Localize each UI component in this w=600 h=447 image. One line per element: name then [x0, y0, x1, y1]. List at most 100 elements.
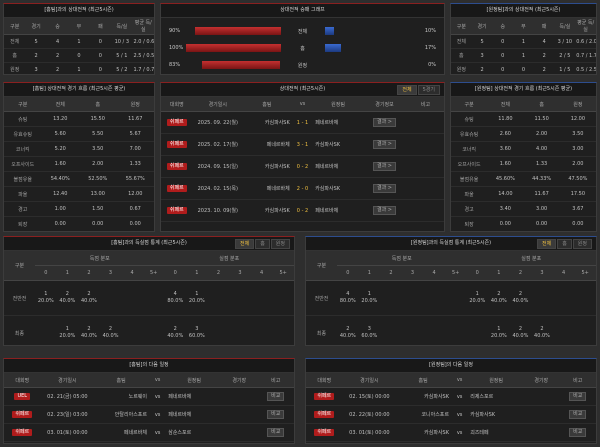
cell	[380, 280, 402, 316]
cell	[272, 280, 294, 316]
percent: 60.0%	[188, 333, 205, 339]
percent: 40.0%	[81, 298, 97, 304]
graph: 90% 전체 10% 100% 홈 17% 83% 원정 0%	[161, 18, 444, 74]
league-badge: 쉬페르	[166, 185, 187, 192]
panel: [원정팀]의 다음 일정 대회명 경기일시 홈팀 vs 원정팀 경기장 비고 쉬페르 02. 15…	[305, 358, 597, 444]
cell: 전체	[4, 34, 26, 49]
cell: 3 60.0%	[358, 315, 381, 345]
cell: 4 80.0%	[164, 280, 187, 316]
cell: 4.00	[523, 141, 560, 157]
compare-button[interactable]: 비교	[267, 392, 285, 401]
cell	[401, 315, 424, 345]
header-cell: 원정팀	[469, 373, 523, 388]
cell: 5 / 2	[111, 62, 133, 74]
cell: 2.00	[559, 156, 596, 172]
header-row: 구분 전체 홈 원정	[451, 97, 596, 112]
tab[interactable]: 전체	[536, 239, 557, 249]
row: 쉬페르 03. 01(토) 00:00 페네르바체 vs 삼순스포르 비교	[4, 423, 294, 442]
cell: 13.00	[79, 186, 117, 202]
percent: 80.0%	[339, 298, 356, 304]
cell: 3 / 10	[554, 34, 576, 49]
bin-header: 0	[35, 265, 57, 281]
thead: 구분 경기 승 무 패 득/실 평균 득/실	[4, 18, 154, 35]
cell: 원정	[451, 62, 472, 74]
cell: 쉬페르	[161, 199, 193, 222]
cell	[444, 280, 467, 316]
thead: 구분 전체 홈 원정	[451, 97, 596, 112]
row: 퇴장 0.00 0.00 0.00	[451, 216, 596, 231]
title-text: [홈팀] 상대전적 경기 흐름 (최근5시즌 평균)	[32, 86, 126, 92]
cell: 볼점유율	[4, 171, 42, 187]
cell: 유효슈팅	[451, 126, 488, 142]
row: 쉬페르 03. 01(토) 00:00 카심파사SK vs 괴즈테페 비교	[306, 423, 596, 442]
header-cell: 경기장	[522, 373, 560, 388]
cell: 1 20.0%	[488, 315, 510, 345]
home-bar	[201, 61, 281, 69]
away-team: 카심파사SK	[469, 405, 523, 424]
header-row: 0 1 2 3 4 5+ 0 1 2 3 4 5+	[306, 265, 596, 281]
stadium	[220, 405, 258, 424]
tab[interactable]: 홈	[557, 239, 572, 249]
tab[interactable]: 원정	[270, 239, 290, 249]
header-cell: 구분	[451, 18, 472, 35]
compare-button[interactable]: 비교	[267, 410, 285, 419]
result-button[interactable]: 결과 >	[372, 140, 396, 149]
result-button[interactable]: 결과 >	[372, 118, 396, 127]
cell: 2	[471, 62, 493, 74]
tab[interactable]: 전체	[397, 85, 417, 95]
count: 1	[195, 291, 199, 297]
header-row: 대회명 경기일시 홈팀 vs 원정팀 경기장 비고	[306, 373, 596, 388]
league-badge: 쉬페르	[12, 429, 33, 436]
tab[interactable]: 원정	[572, 239, 592, 249]
panel-title: [홈팀]과의 득실점 통계 (최근5시즌) 전체 홈 원정	[4, 237, 294, 251]
header-cell: 원정	[116, 97, 154, 112]
result-button[interactable]: 결과 >	[372, 206, 396, 215]
header-cell: 원정팀	[167, 373, 221, 388]
note	[406, 133, 444, 156]
cell: 5	[471, 34, 493, 49]
cell: 3.00	[559, 141, 596, 157]
cell: 0.6 / 2.0	[575, 34, 596, 49]
cell: 17.50	[559, 186, 596, 202]
percent: 60.0%	[361, 333, 378, 339]
compare-button[interactable]: 비교	[267, 428, 285, 437]
header-cell: 홈	[523, 97, 560, 112]
row-label: 홈	[300, 46, 305, 52]
panel: [홈팀] 상대전적 경기 흐름 (최근5시즌 평균) 구분 전체 홈 원정 슈팅 13.20…	[3, 82, 155, 232]
cell: 경고	[4, 201, 42, 217]
compare-button[interactable]: 비교	[569, 410, 587, 419]
tab[interactable]: 홈	[255, 239, 270, 249]
cell: 0.00	[487, 216, 524, 231]
result-button[interactable]: 결과 >	[372, 162, 396, 171]
compare-button[interactable]: 비교	[569, 428, 587, 437]
cell: 1	[68, 34, 90, 49]
league-badge: 쉬페르	[12, 411, 33, 418]
compare-button[interactable]: 비교	[569, 392, 587, 401]
cell: 0	[492, 62, 514, 74]
bin-header: 1	[488, 265, 510, 281]
bin-header: 3	[99, 265, 122, 281]
cell: 0.5 / 2.5	[575, 62, 596, 74]
row-label: 원정	[297, 63, 308, 69]
count: 2	[518, 291, 522, 297]
cell: 결과 >	[361, 177, 407, 200]
tab[interactable]: 5경기	[417, 85, 440, 95]
cell: 7.00	[116, 141, 154, 157]
panel: [홈팀]의 다음 일정 대회명 경기일시 홈팀 vs 원정팀 경기장 비고 UEL 02. 21(…	[3, 358, 295, 444]
cell: 12.00	[116, 186, 154, 202]
panel-title: [원정팀]과의 득실점 통계 (최근5시즌) 전체 홈 원정	[306, 237, 596, 251]
row: 볼점유율 54.40% 52.50% 55.67%	[4, 171, 154, 187]
cell: 전체	[451, 34, 472, 49]
header-cell: vs	[450, 373, 470, 388]
cell: 2 40.0%	[99, 315, 122, 345]
cell: 0	[68, 48, 90, 63]
result-button[interactable]: 결과 >	[372, 184, 396, 193]
count: 2	[540, 326, 544, 332]
away-team: 페네르바체	[167, 387, 221, 406]
stadium	[522, 423, 560, 442]
tab[interactable]: 전체	[234, 239, 255, 249]
cell: 13.20	[41, 111, 79, 127]
date: 02. 23(일) 03:00	[40, 405, 95, 424]
cell	[35, 315, 57, 345]
